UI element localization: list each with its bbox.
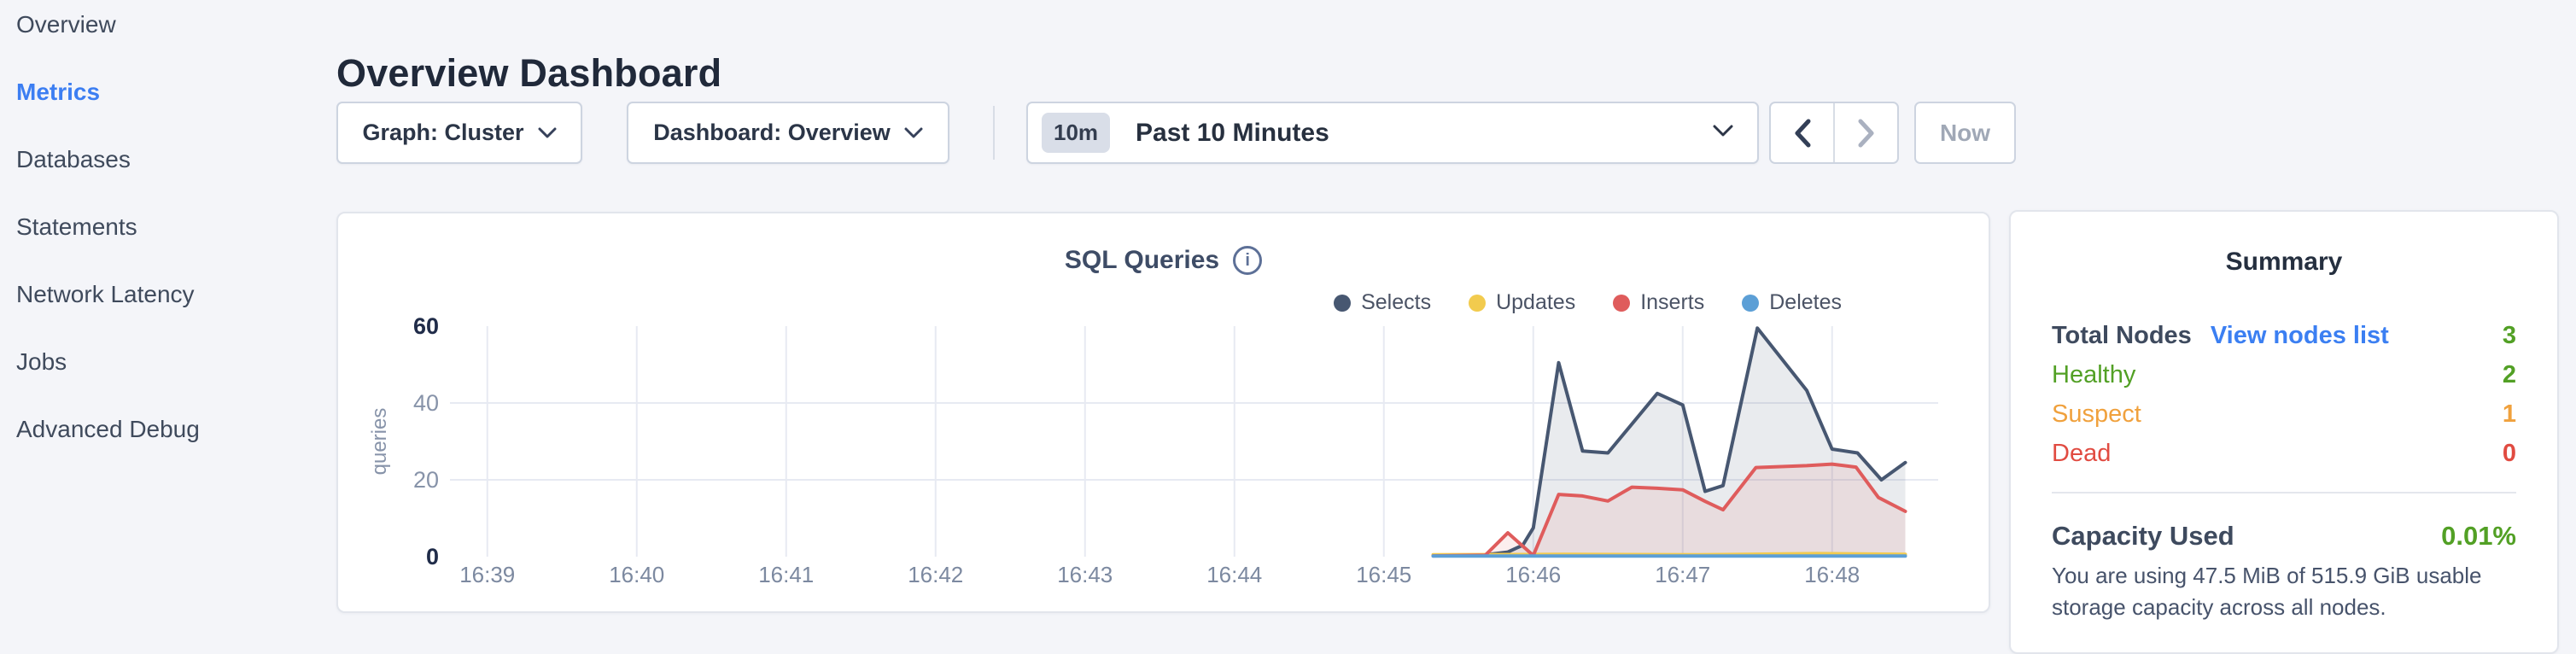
time-step-buttons <box>1769 102 1899 164</box>
legend-item-selects[interactable]: Selects <box>1334 290 1431 315</box>
x-tick-label: 16:44 <box>1206 562 1262 587</box>
chevron-down-icon <box>538 127 557 139</box>
series-line-selects <box>1431 326 1907 558</box>
summary-title: Summary <box>2225 248 2343 276</box>
x-tick-label: 16:43 <box>1057 562 1113 587</box>
legend-label: Inserts <box>1640 290 1705 314</box>
sql-queries-chart-card: SQL Queries i Selects Updates Inserts Delet… <box>336 212 1990 613</box>
legend-label: Updates <box>1496 290 1576 314</box>
x-tick-label: 16:45 <box>1356 562 1411 587</box>
summary-row-healthy: Healthy 2 <box>2052 355 2516 394</box>
sidebar-item-databases[interactable]: Databases <box>16 146 131 172</box>
chart-title: SQL Queries <box>1064 246 1220 274</box>
legend-item-deletes[interactable]: Deletes <box>1742 290 1842 315</box>
info-icon[interactable]: i <box>1233 246 1263 275</box>
x-tick-label: 16:46 <box>1505 562 1561 587</box>
sidebar-item-advanced-debug[interactable]: Advanced Debug <box>16 416 200 442</box>
summary-row-label: Total Nodes <box>2052 321 2192 349</box>
time-range-badge: 10m <box>1042 113 1111 153</box>
x-tick-label: 16:47 <box>1655 562 1710 587</box>
x-tick-label: 16:48 <box>1804 562 1860 587</box>
summary-row-label: Suspect <box>2052 400 2141 428</box>
sidebar-item-metrics[interactable]: Metrics <box>16 79 101 105</box>
chevron-left-icon <box>1795 119 1810 147</box>
sidebar-item-overview[interactable]: Overview <box>16 11 116 38</box>
capacity-used-label: Capacity Used <box>2052 521 2234 551</box>
previous-time-button[interactable] <box>1771 103 1835 162</box>
time-range-label: Past 10 Minutes <box>1136 118 1329 147</box>
summary-row-value: 2 <box>2502 360 2516 388</box>
summary-row-value: 0 <box>2502 439 2516 467</box>
legend-dot-icon <box>1613 294 1631 312</box>
y-tick-label: 20 <box>413 467 439 493</box>
y-tick-label: 0 <box>426 544 439 569</box>
graph-scope-dropdown-label: Graph: Cluster <box>362 120 524 145</box>
summary-row-value: 3 <box>2502 321 2516 349</box>
series-area-selects <box>1433 328 1906 557</box>
dashboard-dropdown-label: Dashboard: Overview <box>653 120 891 145</box>
legend-item-updates[interactable]: Updates <box>1469 290 1575 315</box>
y-axis-title: queries <box>368 408 391 476</box>
legend-dot-icon <box>1469 294 1487 312</box>
capacity-description: You are using 47.5 MiB of 515.9 GiB usab… <box>2052 563 2482 620</box>
sql-queries-chart: 16:39 16:40 16:41 16:42 16:43 16:44 16:45 16:46… <box>368 313 1938 587</box>
time-range-dropdown[interactable]: 10m Past 10 Minutes <box>1026 102 1759 164</box>
legend-label: Selects <box>1361 290 1432 314</box>
dashboard-dropdown[interactable]: Dashboard: Overview <box>627 102 949 164</box>
graph-scope-dropdown[interactable]: Graph: Cluster <box>336 102 582 164</box>
summary-rows: Total Nodes View nodes list 3 Healthy 2 Suspe… <box>2052 316 2516 473</box>
x-tick-label: 16:42 <box>908 562 963 587</box>
sidebar: Overview Metrics Databases Statements Networ… <box>0 0 290 623</box>
sidebar-item-statements[interactable]: Statements <box>16 213 137 240</box>
page-title: Overview Dashboard <box>336 51 722 96</box>
x-tick-label: 16:40 <box>609 562 664 587</box>
y-tick-label: 60 <box>413 313 439 339</box>
sidebar-item-network-latency[interactable]: Network Latency <box>16 281 195 307</box>
legend-label: Deletes <box>1769 290 1842 314</box>
now-button[interactable]: Now <box>1914 102 2016 164</box>
legend-dot-icon <box>1742 294 1760 312</box>
chart-legend: Selects Updates Inserts Deletes <box>1334 290 1842 315</box>
legend-item-inserts[interactable]: Inserts <box>1613 290 1704 315</box>
view-nodes-list-link[interactable]: View nodes list <box>2210 321 2389 349</box>
chevron-down-icon <box>1713 125 1733 142</box>
summary-divider <box>2052 492 2516 493</box>
summary-row-value: 1 <box>2502 400 2516 428</box>
capacity-used-value: 0.01% <box>2441 521 2516 551</box>
series-line-inserts <box>1431 462 1907 558</box>
y-tick-label: 40 <box>413 390 439 416</box>
summary-row-dead: Dead 0 <box>2052 434 2516 473</box>
next-time-button[interactable] <box>1835 103 1897 162</box>
summary-row-suspect: Suspect 1 <box>2052 394 2516 434</box>
summary-row-total-nodes: Total Nodes View nodes list 3 <box>2052 316 2516 355</box>
x-tick-label: 16:39 <box>459 562 515 587</box>
chevron-right-icon <box>1858 119 1873 147</box>
sidebar-item-jobs[interactable]: Jobs <box>16 348 67 375</box>
legend-dot-icon <box>1334 294 1352 312</box>
summary-row-label: Healthy <box>2052 360 2136 388</box>
x-tick-label: 16:41 <box>758 562 814 587</box>
chevron-down-icon <box>904 127 923 139</box>
summary-panel: Summary Total Nodes View nodes list 3 Healt… <box>2009 210 2559 654</box>
series-area-inserts <box>1433 464 1906 557</box>
summary-row-label: Dead <box>2052 439 2112 467</box>
toolbar-divider <box>993 106 995 160</box>
